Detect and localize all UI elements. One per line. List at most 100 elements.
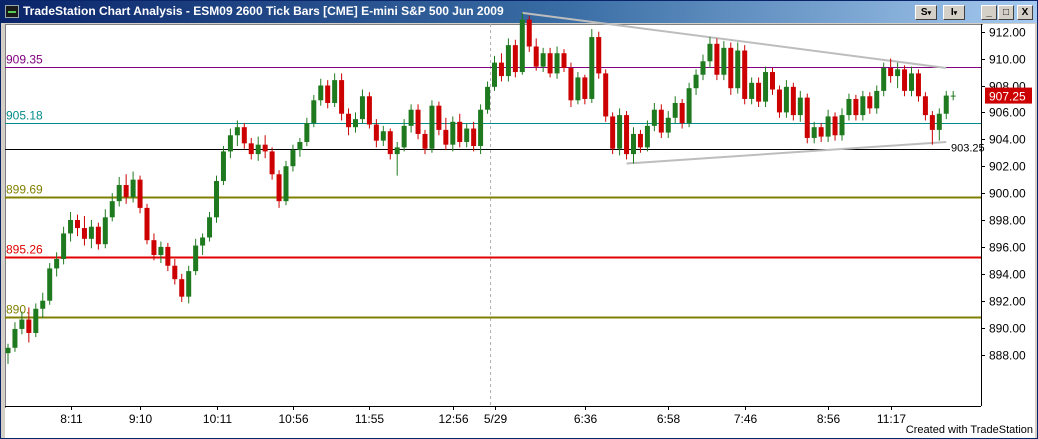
y-tick-label: 904.00 bbox=[989, 133, 1026, 147]
candle-body bbox=[818, 127, 824, 137]
close-button[interactable]: X bbox=[1017, 5, 1033, 20]
y-tick-label: 894.00 bbox=[989, 268, 1026, 282]
candle-body bbox=[33, 308, 39, 333]
candle-body bbox=[116, 185, 122, 202]
candle-body bbox=[165, 246, 171, 266]
candle-body bbox=[631, 133, 636, 155]
minimize-button[interactable]: _ bbox=[981, 5, 997, 20]
candle-body bbox=[888, 68, 894, 77]
candle-body bbox=[721, 47, 727, 75]
i-dropdown-button[interactable]: I▾ bbox=[943, 5, 965, 20]
candle-body bbox=[394, 147, 400, 155]
candle-body bbox=[207, 217, 213, 238]
level-label: 890. bbox=[6, 303, 29, 317]
candle-body bbox=[262, 144, 268, 152]
y-tick-label: 900.00 bbox=[989, 187, 1026, 201]
candle-body bbox=[540, 53, 546, 67]
maximize-button[interactable]: □ bbox=[998, 5, 1014, 20]
candle-body bbox=[943, 95, 949, 114]
candle-body bbox=[554, 53, 560, 74]
candle-body bbox=[47, 268, 53, 301]
candle-body bbox=[783, 86, 789, 113]
candle-body bbox=[700, 61, 706, 75]
candle-body bbox=[804, 97, 810, 138]
candle-body bbox=[81, 228, 87, 239]
candle-body bbox=[707, 43, 713, 62]
candle-body bbox=[596, 37, 602, 74]
candle-body bbox=[269, 151, 275, 175]
candle-body bbox=[742, 50, 748, 99]
candle-body bbox=[290, 150, 296, 167]
x-tick-label: 7:46 bbox=[734, 412, 758, 426]
candle-body bbox=[505, 45, 511, 77]
level-label: 899.69 bbox=[6, 183, 43, 197]
candle-body bbox=[311, 100, 317, 124]
candle-body bbox=[318, 85, 324, 101]
y-tick-label: 906.00 bbox=[989, 106, 1026, 120]
s-dropdown-button[interactable]: S▾ bbox=[915, 5, 937, 20]
chevron-down-icon: ▾ bbox=[927, 10, 932, 17]
candle-body bbox=[220, 151, 226, 181]
candle-body bbox=[839, 115, 845, 136]
candle-body bbox=[359, 96, 365, 120]
candle-body bbox=[144, 207, 150, 241]
candle-body bbox=[874, 90, 880, 109]
candle-body bbox=[339, 80, 345, 114]
candle-body bbox=[658, 109, 664, 133]
candle-body bbox=[172, 265, 178, 280]
title-bar[interactable]: TradeStation Chart Analysis - ESM09 2600… bbox=[1, 1, 1037, 23]
trend-line bbox=[522, 11, 947, 70]
candle-body bbox=[589, 37, 595, 99]
candle-body bbox=[227, 135, 233, 152]
candle-body bbox=[895, 69, 901, 77]
candle-body bbox=[651, 109, 657, 126]
candle-body bbox=[283, 166, 289, 202]
x-tick-label: 10:11 bbox=[203, 412, 232, 426]
candle-body bbox=[825, 116, 831, 137]
x-tick-label: 10:56 bbox=[278, 412, 308, 426]
candle-body bbox=[763, 72, 769, 102]
candle-body bbox=[832, 116, 838, 136]
candle-body bbox=[665, 117, 671, 133]
x-tick-label: 8:11 bbox=[60, 412, 83, 426]
candle-body bbox=[346, 113, 352, 128]
candle-body bbox=[568, 68, 574, 101]
level-label: 903.25 bbox=[951, 143, 985, 155]
candle-body bbox=[179, 279, 185, 297]
level-label: 909.35 bbox=[6, 53, 43, 67]
x-tick-label: 8:56 bbox=[817, 412, 841, 426]
candle-body bbox=[526, 19, 532, 47]
y-tick-label: 890.00 bbox=[989, 322, 1026, 336]
candle-body bbox=[756, 82, 762, 102]
time-axis[interactable] bbox=[5, 408, 1035, 438]
candle-body bbox=[575, 77, 581, 101]
x-tick-label: 6:36 bbox=[574, 412, 598, 426]
candle-body bbox=[617, 115, 623, 149]
close-icon: X bbox=[1021, 7, 1029, 18]
candle-body bbox=[603, 73, 609, 117]
level-label-bg bbox=[950, 141, 980, 154]
candle-body bbox=[380, 131, 386, 141]
candle-body bbox=[790, 86, 796, 116]
candle-body bbox=[332, 80, 338, 103]
chart-app-icon[interactable] bbox=[5, 5, 19, 18]
x-tick-label: 11:17 bbox=[877, 412, 906, 426]
candle-body bbox=[471, 128, 477, 147]
candle-body bbox=[679, 102, 685, 124]
candle-body bbox=[214, 180, 219, 218]
candle-body bbox=[387, 131, 393, 155]
candle-body bbox=[26, 319, 32, 333]
i-button-label: I bbox=[950, 7, 954, 18]
candle-body bbox=[95, 226, 101, 245]
candle-body bbox=[401, 125, 407, 148]
x-tick-label: 11:55 bbox=[355, 412, 384, 426]
candle-body bbox=[929, 115, 935, 130]
candle-body bbox=[533, 46, 539, 67]
candle-body bbox=[735, 50, 741, 89]
candle-body bbox=[276, 174, 282, 202]
maximize-icon: □ bbox=[1002, 7, 1010, 18]
candle-body bbox=[130, 179, 136, 198]
x-tick-label: 12:56 bbox=[438, 412, 468, 426]
candle-body bbox=[137, 179, 143, 208]
level-label: 905.18 bbox=[6, 109, 43, 123]
